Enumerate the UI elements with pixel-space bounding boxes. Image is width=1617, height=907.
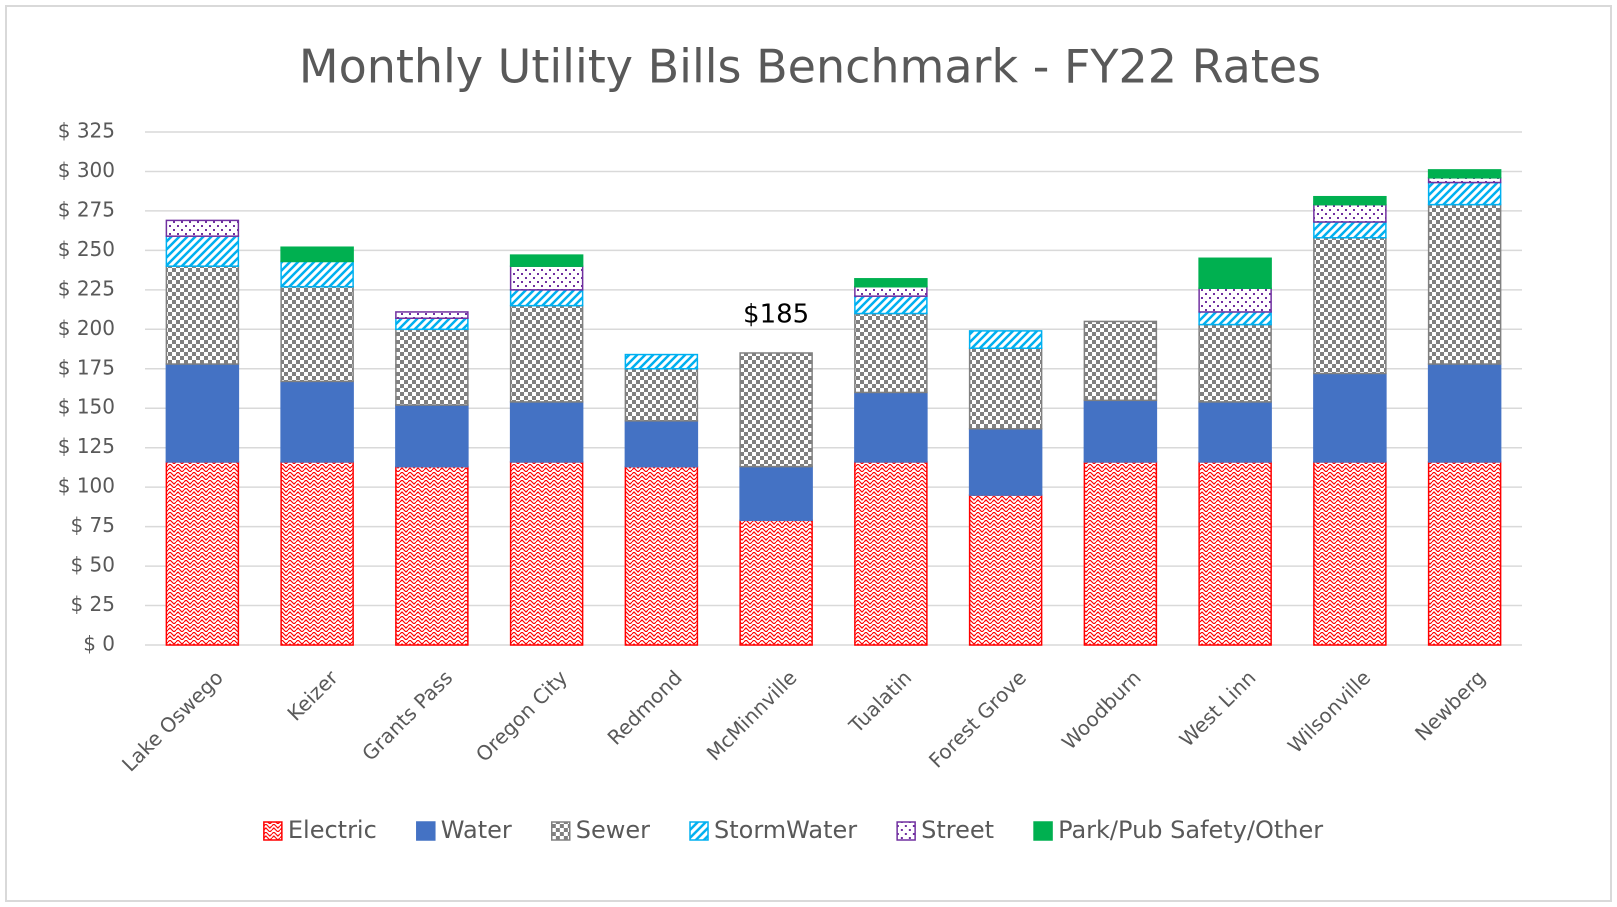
legend-label: Street: [921, 816, 994, 844]
legend-label: Electric: [288, 816, 377, 844]
bar-segment: [509, 401, 584, 463]
legend-label: Park/Pub Safety/Other: [1058, 816, 1323, 844]
bar-segment: [1313, 461, 1387, 646]
y-tick-label: $ 50: [70, 553, 115, 577]
bar-segment: [1198, 323, 1272, 403]
bar-segment: [1313, 203, 1387, 223]
bar-segment: [509, 265, 584, 291]
bar-segment: [854, 295, 928, 315]
bar-segment: [395, 465, 469, 646]
bar-segment: [1198, 311, 1272, 326]
bar-segment: [165, 219, 240, 237]
bar-segment: [280, 380, 354, 463]
bar-segment: [1427, 363, 1502, 463]
legend-swatch: [896, 821, 916, 841]
bar-segment: [854, 391, 928, 463]
bar-segment: [968, 330, 1043, 349]
bar-segment: [509, 461, 584, 646]
y-tick-label: $ 175: [58, 355, 115, 379]
bar-segment: [395, 404, 469, 468]
y-tick-label: $ 125: [58, 434, 115, 458]
bar-segment: [165, 265, 240, 365]
bar-segment: [968, 347, 1043, 430]
bar-segment: [509, 289, 584, 307]
bar-segment: [509, 304, 584, 403]
bar-segment: [280, 461, 354, 646]
y-tick-label: $ 0: [83, 632, 115, 656]
bar-segment: [165, 235, 240, 267]
y-tick-label: $ 325: [58, 119, 115, 143]
legend-swatch: [263, 821, 283, 841]
bar-segment: [1198, 401, 1272, 463]
bar-segment: [739, 352, 813, 468]
y-tick-label: $ 250: [58, 237, 115, 261]
bar-segment: [624, 368, 699, 422]
y-tick-label: $ 300: [58, 158, 115, 182]
bar-segment: [854, 312, 928, 394]
bar-segment: [624, 420, 699, 468]
bar-segment: [968, 494, 1043, 646]
bar-segment: [1313, 221, 1387, 239]
y-tick-label: $ 225: [58, 276, 115, 300]
bar-segment: [1198, 287, 1272, 313]
bar-segment: [1427, 461, 1502, 646]
bar-segment: [1198, 257, 1272, 290]
y-tick-label: $ 275: [58, 197, 115, 221]
bar-segment: [624, 465, 699, 646]
bar-segment: [1083, 320, 1158, 402]
bar-segment: [1427, 203, 1502, 365]
y-tick-label: $ 150: [58, 395, 115, 419]
bar-segment: [854, 285, 928, 297]
bar-segment: [509, 254, 584, 267]
bar-segment: [1313, 237, 1387, 375]
bar-segment: [739, 465, 813, 522]
bar-segment: [739, 519, 813, 646]
bar-segment: [1427, 181, 1502, 206]
legend-label: Water: [441, 816, 512, 844]
bar-segment: [280, 285, 354, 383]
bar-segment: [1083, 461, 1158, 646]
legend-swatch: [551, 821, 571, 841]
y-tick-label: $ 75: [70, 513, 115, 537]
bar-segment: [854, 278, 928, 288]
bar-segment: [854, 461, 928, 646]
legend-swatch: [1033, 821, 1053, 841]
y-tick-label: $ 100: [58, 474, 115, 498]
bar-segment: [165, 461, 240, 646]
bar-segment: [280, 260, 354, 288]
bar-segment: [1198, 461, 1272, 646]
bar-segment: [1083, 399, 1158, 463]
bar-segment: [395, 328, 469, 406]
bar-segment: [280, 246, 354, 263]
bar-segment: [395, 311, 469, 320]
bar-segment: [395, 317, 469, 331]
bar-segment: [1427, 169, 1502, 179]
bar-segment: [624, 353, 699, 370]
legend-swatch: [689, 821, 709, 841]
legend-swatch: [416, 821, 436, 841]
chart-title: Monthly Utility Bills Benchmark - FY22 R…: [299, 40, 1321, 94]
bar-segment: [165, 363, 240, 463]
bar-segment: [1313, 372, 1387, 463]
legend: Electric Water Sewer StormWater Street Park/P…: [263, 816, 1323, 844]
bar-segment: [1313, 195, 1387, 206]
legend-label: Sewer: [576, 816, 650, 844]
annotation: $185: [743, 299, 809, 329]
y-tick-label: $ 25: [70, 592, 115, 616]
bar-segment: [968, 428, 1043, 496]
legend-label: StormWater: [714, 816, 857, 844]
y-tick-label: $ 200: [58, 316, 115, 340]
